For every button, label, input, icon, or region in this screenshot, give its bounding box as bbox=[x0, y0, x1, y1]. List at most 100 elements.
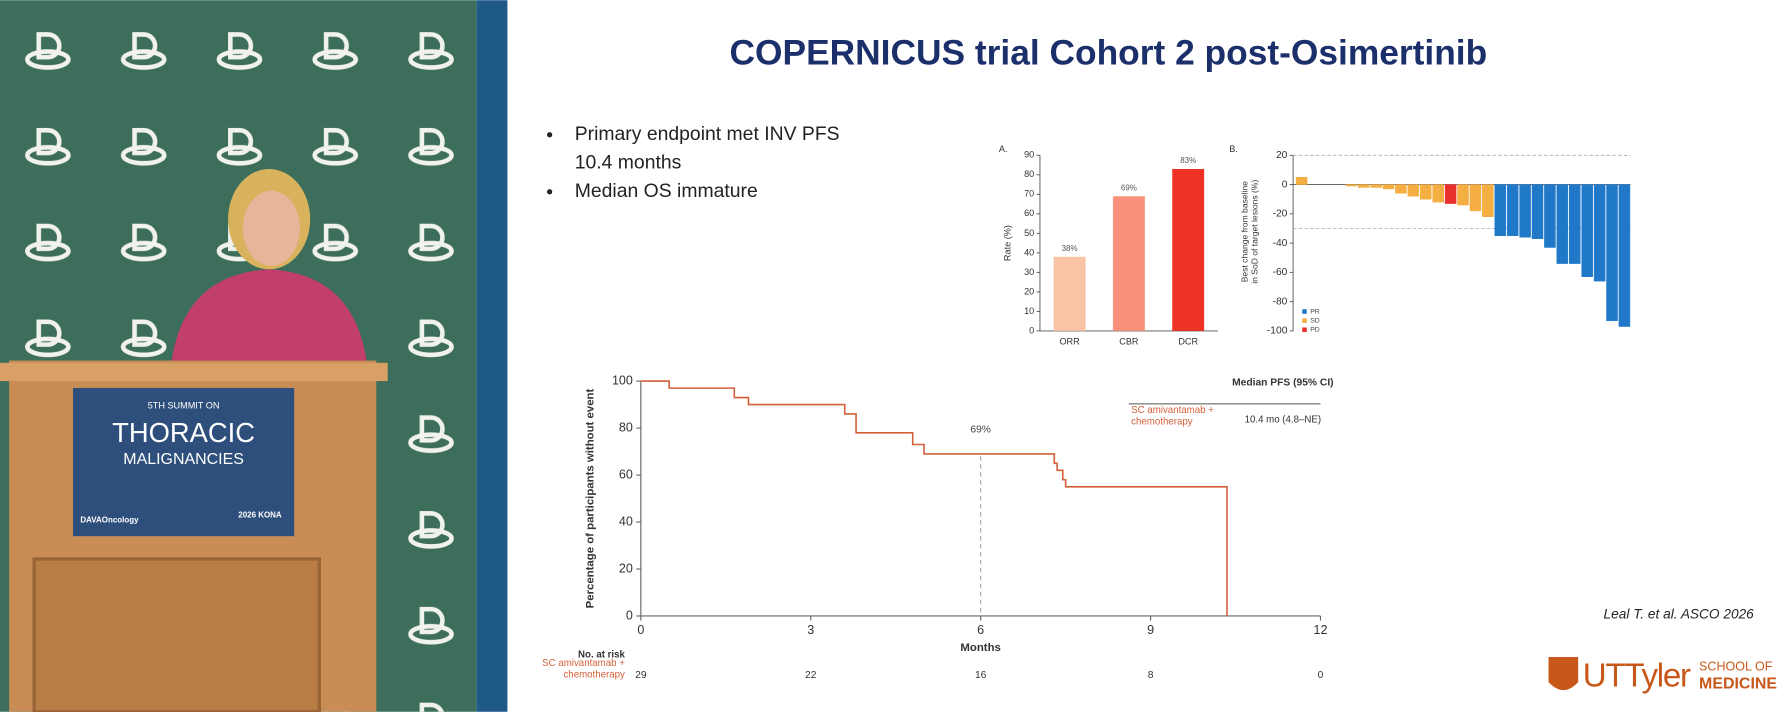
podium-line: THORACIC bbox=[112, 417, 255, 448]
waterfall-bar bbox=[1420, 184, 1432, 200]
risk-row-label: SC amivantamab + chemotherapy bbox=[542, 658, 625, 680]
bullet-dot bbox=[547, 189, 553, 195]
waterfall-bar bbox=[1432, 184, 1444, 203]
waterfall-bar bbox=[1295, 177, 1308, 185]
y-tick-label: 60 bbox=[619, 467, 633, 481]
waterfall-bar bbox=[1569, 184, 1581, 264]
y-axis-label: Best change from baseline bbox=[1239, 181, 1249, 282]
y-tick-label: 100 bbox=[612, 373, 633, 387]
y-axis-label: in SoD of target lesions (%) bbox=[1250, 180, 1260, 284]
survival-curve bbox=[640, 380, 1228, 616]
waterfall-bar bbox=[1581, 184, 1593, 277]
legend-label: PD bbox=[1310, 327, 1320, 334]
x-tick-label: 6 bbox=[977, 623, 984, 637]
value-label: 38% bbox=[1062, 244, 1078, 253]
podium-logo: DAVAOncology bbox=[80, 515, 139, 524]
panel-label: A. bbox=[999, 144, 1008, 154]
slide-title: COPERNICUS trial Cohort 2 post-Osimertin… bbox=[730, 33, 1488, 72]
waterfall-bar bbox=[1618, 184, 1631, 327]
y-tick-label: -40 bbox=[1273, 238, 1288, 249]
y-tick-label: 80 bbox=[1024, 169, 1034, 179]
bar bbox=[1112, 196, 1145, 331]
waterfall-bar bbox=[1556, 184, 1569, 264]
y-tick-label: 70 bbox=[1024, 189, 1034, 199]
y-tick-label: 0 bbox=[626, 608, 633, 622]
waterfall-bar bbox=[1494, 184, 1507, 237]
x-tick-label: ORR bbox=[1059, 337, 1080, 347]
y-tick-label: 40 bbox=[619, 514, 633, 528]
y-tick-label: 60 bbox=[1024, 208, 1034, 218]
y-tick-label: 10 bbox=[1024, 306, 1034, 316]
legend-swatch bbox=[1302, 327, 1307, 333]
x-axis-label: Months bbox=[960, 642, 1001, 654]
bar bbox=[1053, 256, 1086, 331]
legend-label: SD bbox=[1310, 317, 1320, 324]
risk-row-label-box: SC amivantamab + chemotherapy bbox=[542, 658, 625, 680]
legend-swatch bbox=[1302, 309, 1307, 314]
risk-value: 29 bbox=[635, 670, 647, 681]
speaker-photo bbox=[0, 0, 508, 712]
y-axis-label: Percentage of participants without event bbox=[585, 389, 597, 609]
risk-value: 0 bbox=[1318, 670, 1324, 681]
risk-value: 8 bbox=[1148, 670, 1154, 681]
risk-value: 16 bbox=[975, 670, 987, 681]
podium-line: 5TH SUMMIT ON bbox=[148, 401, 220, 411]
annotation: 69% bbox=[970, 425, 991, 436]
bullet-text: 10.4 months bbox=[575, 151, 682, 173]
value-label: 83% bbox=[1180, 156, 1196, 165]
logo-name: UTTyler bbox=[1583, 657, 1691, 694]
bullet-dot bbox=[547, 132, 553, 138]
waterfall-bar bbox=[1357, 184, 1370, 188]
legend-header: Median PFS (95% CI) bbox=[1232, 376, 1334, 388]
waterfall-bar bbox=[1544, 184, 1556, 248]
waterfall-bar bbox=[1531, 184, 1544, 239]
y-tick-label: 40 bbox=[1024, 247, 1034, 257]
legend-header-box: Median PFS (95% CI) bbox=[1232, 376, 1334, 388]
logo-school: SCHOOL OF bbox=[1699, 660, 1773, 674]
bullet-text: Primary endpoint met INV PFS bbox=[575, 123, 840, 145]
y-tick-label: 20 bbox=[1024, 286, 1034, 296]
x-tick-label: CBR bbox=[1119, 337, 1139, 347]
logo-shield bbox=[1548, 657, 1579, 691]
y-tick-label: -80 bbox=[1273, 296, 1288, 307]
waterfall-bar bbox=[1519, 184, 1531, 238]
waterfall-bar bbox=[1457, 184, 1469, 206]
waterfall-bar bbox=[1345, 184, 1358, 187]
bullet-text: Median OS immature bbox=[575, 180, 758, 202]
value-label: 69% bbox=[1121, 183, 1137, 192]
risk-title: No. at risk bbox=[578, 649, 625, 660]
x-tick-label: DCR bbox=[1178, 337, 1198, 347]
legend-swatch bbox=[1302, 318, 1307, 323]
waterfall-bar bbox=[1506, 184, 1519, 237]
risk-value: 22 bbox=[805, 670, 817, 681]
legend-label: SC amivantamab + chemotherapy bbox=[1131, 405, 1214, 427]
x-tick-label: 0 bbox=[637, 623, 644, 637]
legend-value: 10.4 mo (4.8–NE) bbox=[1245, 414, 1321, 425]
waterfall-bar bbox=[1370, 184, 1382, 188]
y-tick-label: 0 bbox=[1029, 325, 1034, 335]
legend-label-box: SC amivantamab + chemotherapy bbox=[1131, 405, 1214, 427]
podium-logo: 2026 KONA bbox=[238, 511, 282, 520]
x-tick-label: 9 bbox=[1147, 623, 1154, 637]
waterfall-bar bbox=[1444, 184, 1457, 204]
y-tick-label: 90 bbox=[1024, 150, 1034, 160]
waterfall-bar bbox=[1395, 184, 1407, 194]
waterfall-bar bbox=[1382, 184, 1395, 190]
waterfall-bar bbox=[1469, 184, 1482, 212]
waterfall-bar bbox=[1606, 184, 1618, 321]
waterfall-bar bbox=[1593, 184, 1606, 282]
legend-label: PR bbox=[1310, 308, 1320, 315]
y-tick-label: 30 bbox=[1024, 267, 1034, 277]
y-tick-label: 20 bbox=[619, 561, 633, 575]
citation: Leal T. et al. ASCO 2026 bbox=[1604, 606, 1755, 621]
y-tick-label: -100 bbox=[1267, 326, 1288, 337]
logo-school: MEDICINE bbox=[1699, 676, 1777, 693]
y-tick-label: 50 bbox=[1024, 228, 1034, 238]
y-tick-label: -60 bbox=[1273, 267, 1288, 278]
y-tick-label: 20 bbox=[1276, 150, 1288, 161]
x-tick-label: 12 bbox=[1313, 623, 1327, 637]
y-tick-label: 80 bbox=[619, 420, 633, 434]
y-tick-label: -20 bbox=[1273, 209, 1288, 220]
